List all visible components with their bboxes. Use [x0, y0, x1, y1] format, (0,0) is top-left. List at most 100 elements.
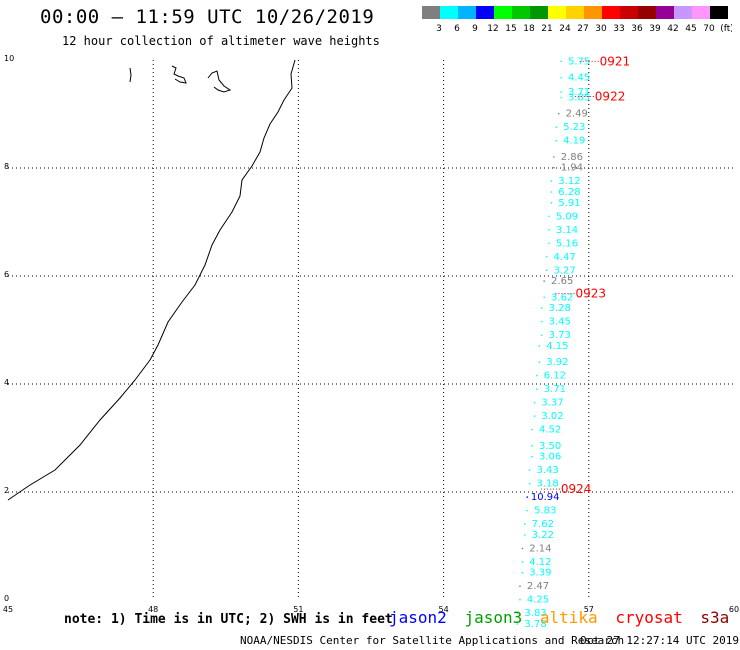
wave-height-point: [531, 445, 533, 447]
wave-height-point: [536, 388, 538, 390]
wave-height-label: 4.12: [529, 557, 551, 568]
wave-height-label: 10.94: [531, 492, 560, 503]
credit-text: NOAA/NESDIS Center for Satellite Applica…: [240, 634, 625, 647]
wave-height-point: [519, 585, 521, 587]
island-outline: [207, 70, 232, 93]
wave-height-label: 3.39: [529, 568, 551, 579]
wave-height-label: 3.71: [544, 384, 566, 395]
colorbar-label: 12: [487, 24, 498, 34]
colorbar-swatch: [422, 6, 440, 19]
wave-height-point: [548, 229, 550, 231]
wave-height-point: [528, 469, 531, 471]
wave-height-label: 5.23: [563, 122, 585, 133]
wave-height-point: [550, 180, 553, 182]
legend-s3a: s3a: [700, 608, 730, 627]
island-outline: [171, 65, 187, 84]
wave-height-point: [524, 534, 526, 536]
wave-height-label: 6.28: [558, 187, 580, 198]
colorbar-swatch: [530, 6, 548, 19]
wave-height-point: [560, 76, 562, 79]
wave-height-point: [548, 242, 550, 245]
wave-height-label: 3.62: [551, 292, 573, 303]
wave-height-point: [545, 255, 548, 258]
wave-height-point: [543, 296, 545, 299]
wave-height-label: 3.73: [549, 330, 571, 341]
time-label: 0921: [600, 54, 631, 68]
wave-height-point: [524, 523, 526, 525]
colorbar-swatch: [566, 6, 584, 19]
wave-height-point: [560, 60, 562, 63]
wave-height-point: [531, 428, 533, 431]
wave-height-point: [526, 509, 529, 512]
wave-height-point: [557, 112, 560, 115]
wave-height-label: 3.37: [541, 398, 563, 409]
chart-title: 00:00 – 11:59 UTC 10/26/2019: [40, 6, 375, 28]
wave-height-point: [555, 126, 558, 128]
wave-height-label: 3.85: [568, 93, 590, 104]
colorbar-swatch: [458, 6, 476, 19]
colorbar-swatch: [584, 6, 602, 19]
wave-height-label: 3.45: [549, 317, 571, 328]
wave-height-label: 4.47: [553, 252, 575, 263]
colorbar-swatch: [692, 6, 710, 19]
wave-height-point: [533, 401, 536, 404]
wave-height-label: 3.27: [553, 265, 575, 276]
colorbar-label: 39: [649, 24, 661, 34]
legend-jason3: jason3: [464, 608, 523, 627]
wave-height-point: [531, 455, 533, 458]
time-label: 0922: [595, 90, 626, 104]
y-tick-label: 4: [4, 378, 9, 387]
colorbar-label: 70: [703, 24, 715, 34]
wave-height-label: 5.09: [556, 211, 578, 222]
colorbar-swatch: [440, 6, 458, 19]
wave-height-label: 7.62: [532, 519, 554, 530]
y-tick-label: 0: [4, 594, 9, 603]
wave-height-label: 5.91: [558, 198, 580, 209]
wave-height-point: [555, 139, 558, 142]
chart-subtitle: 12 hour collection of altimeter wave hei…: [62, 34, 380, 48]
island-outline: [129, 67, 132, 83]
wave-height-point: [519, 598, 521, 601]
wave-height-point: [550, 191, 553, 193]
wave-height-label: 3.12: [558, 176, 580, 187]
wave-height-label: 4.19: [563, 136, 585, 147]
legend-altika: altika: [539, 608, 598, 627]
time-label: 0923: [575, 287, 606, 301]
wave-height-label: 3.18: [537, 479, 559, 490]
wave-height-point: [540, 320, 543, 323]
wave-height-label: 5.83: [534, 506, 556, 517]
units-note: note: 1) Time is in UTC; 2) SWH is in fe…: [64, 612, 393, 627]
wave-height-point: [526, 496, 529, 498]
y-tick-label: 10: [4, 54, 14, 63]
wave-height-point: [538, 345, 541, 347]
wave-height-label: 2.86: [561, 152, 583, 163]
colorbar-label: 15: [505, 24, 516, 34]
colorbar-label: 45: [685, 24, 696, 34]
wave-height-label: 3.22: [532, 530, 554, 541]
wave-height-point: [545, 269, 548, 272]
colorbar-swatch: [620, 6, 638, 19]
colorbar-swatch: [512, 6, 530, 19]
y-tick-label: 6: [4, 270, 9, 279]
colorbar-swatch: [638, 6, 656, 19]
wave-height-label: 3.06: [539, 452, 561, 463]
wave-height-label: 3.02: [541, 411, 563, 422]
wave-height-label: 6.12: [544, 371, 566, 382]
coastline: [7, 59, 296, 501]
wave-height-point: [560, 91, 562, 93]
colorbar-swatch: [710, 6, 728, 19]
wave-height-label: 1.94: [561, 163, 583, 174]
colorbar-swatch: [674, 6, 692, 19]
wave-height-point: [540, 334, 543, 336]
colorbar-label: 24: [559, 24, 571, 34]
wave-height-point: [553, 166, 555, 169]
wave-height-label: 4.25: [527, 595, 549, 606]
wave-height-point: [550, 202, 553, 204]
colorbar-label: 33: [613, 24, 624, 34]
wave-height-label: 3.14: [556, 225, 578, 236]
colorbar-swatch: [548, 6, 566, 19]
time-label: 0924: [561, 482, 592, 496]
wave-height-point: [538, 361, 541, 363]
wave-height-label: 3.71: [568, 87, 590, 98]
wave-height-label: 3.50: [539, 441, 561, 452]
